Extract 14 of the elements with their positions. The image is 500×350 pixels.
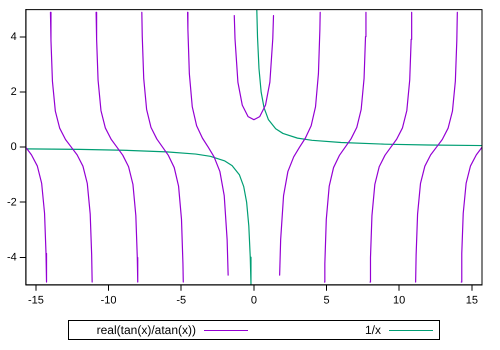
x-tick-label: 5 [323, 294, 330, 306]
legend-label: 1/x [364, 323, 381, 337]
y-tick-label: -4 [7, 251, 17, 264]
y-tick-label: -2 [7, 196, 17, 208]
x-tick-label: 0 [250, 294, 257, 306]
x-tick-label: 15 [466, 294, 478, 306]
legend-label: real(tan(x)/atan(x)) [96, 323, 196, 337]
x-tick-label: -10 [100, 294, 117, 306]
y-tick-label: 4 [10, 31, 17, 44]
x-tick-label: 10 [393, 294, 406, 306]
y-tick-label: 0 [10, 141, 17, 154]
x-tick-label: -5 [176, 294, 186, 306]
x-tick-label: -15 [28, 294, 44, 306]
y-tick-label: 2 [10, 86, 17, 98]
